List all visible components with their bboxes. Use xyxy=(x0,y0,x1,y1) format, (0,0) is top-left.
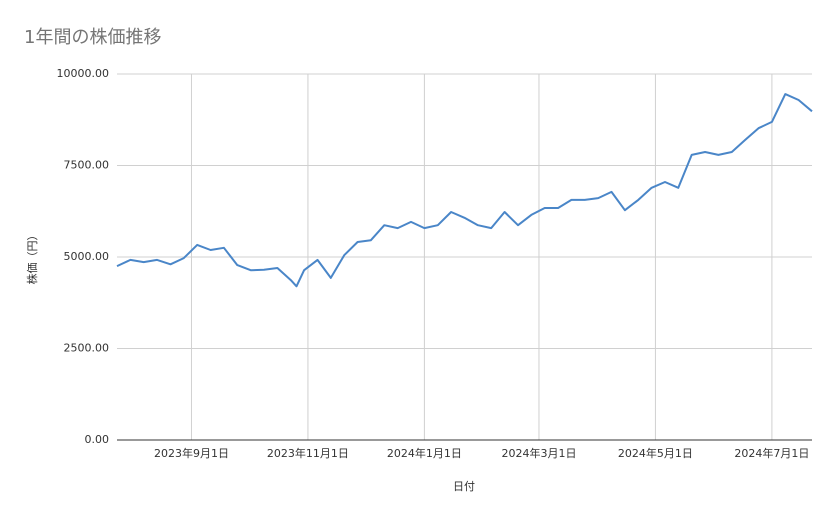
y-tick-label: 0.00 xyxy=(85,433,110,446)
y-tick-label: 10000.00 xyxy=(57,67,110,80)
y-axis-title: 株価（円） xyxy=(25,230,39,285)
x-tick-label: 2024年7月1日 xyxy=(734,446,809,460)
x-tick-label: 2024年3月1日 xyxy=(501,446,576,460)
x-tick-label: 2024年5月1日 xyxy=(618,446,693,460)
y-tick-label: 2500.00 xyxy=(64,342,110,355)
x-axis-title: 日付 xyxy=(453,480,475,493)
x-tick-label: 2023年9月1日 xyxy=(154,446,229,460)
x-tick-label: 2023年11月1日 xyxy=(267,446,349,460)
y-tick-label: 5000.00 xyxy=(64,250,110,263)
chart-title: 1年間の株価推移 xyxy=(24,27,161,48)
data-line xyxy=(116,93,813,288)
x-tick-label: 2024年1月1日 xyxy=(387,446,462,460)
y-tick-label: 7500.00 xyxy=(64,159,110,172)
